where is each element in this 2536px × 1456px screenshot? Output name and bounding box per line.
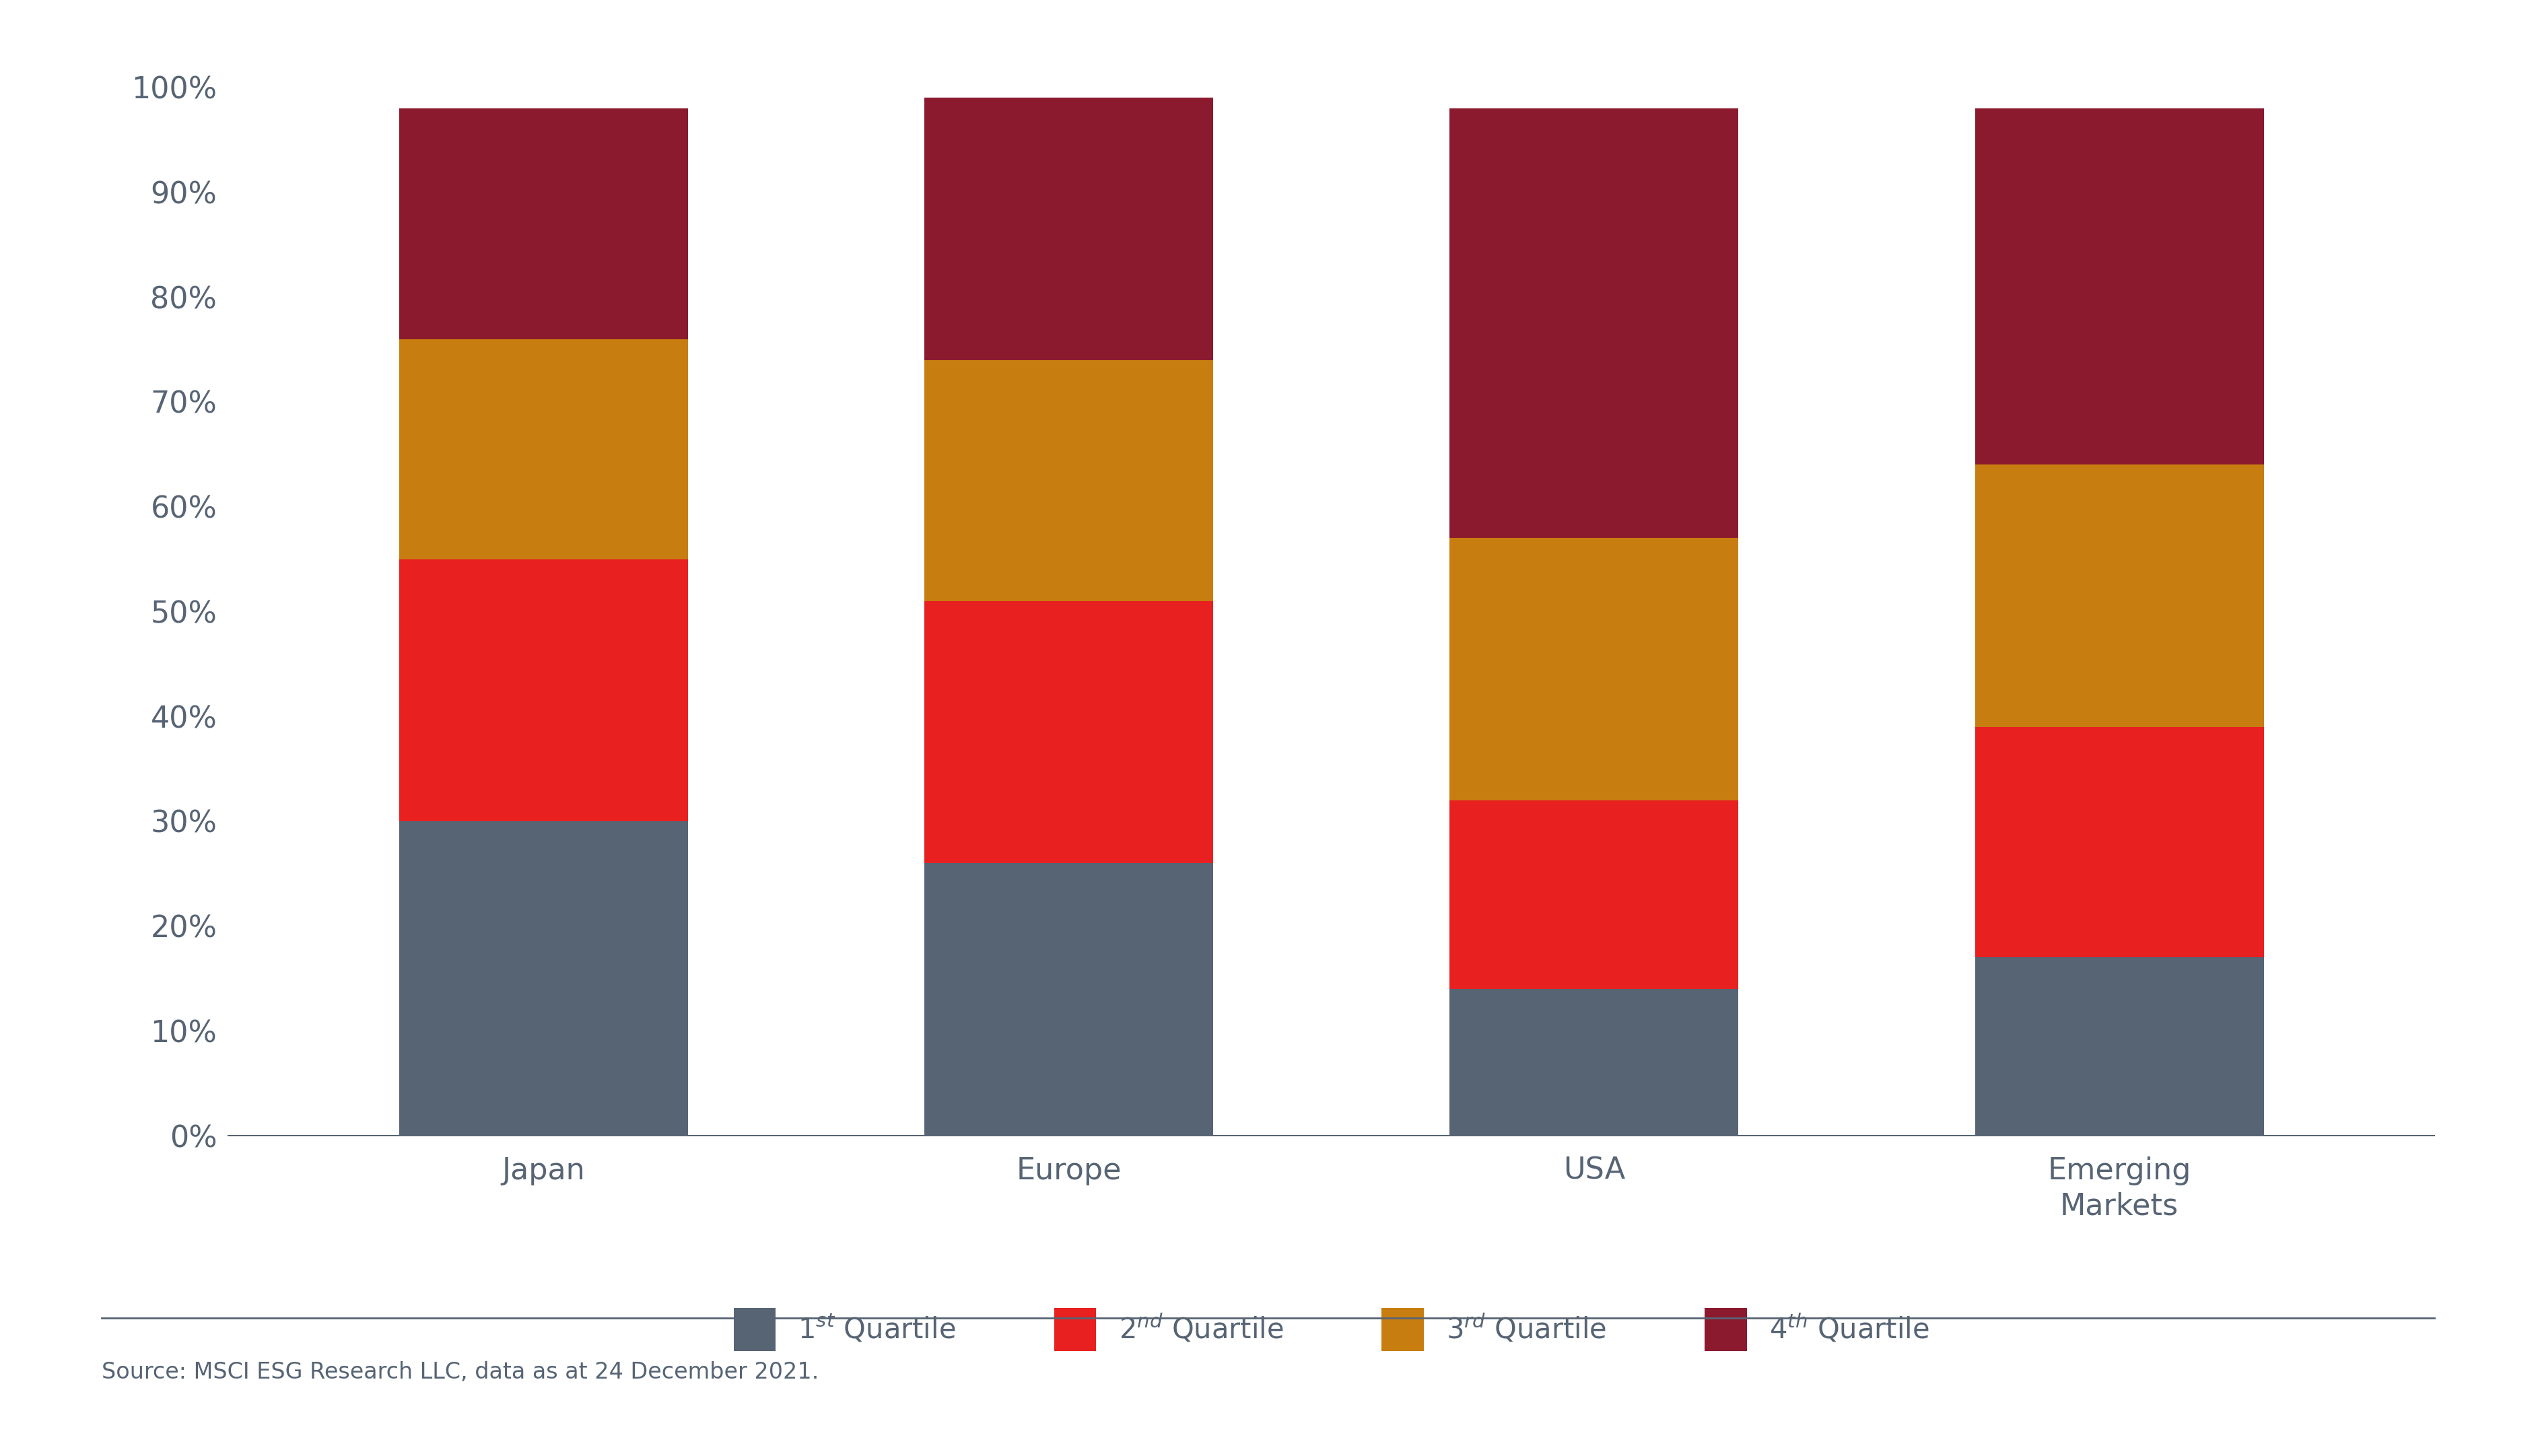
Legend: $1^{st}$ Quartile, $2^{nd}$ Quartile, $3^{rd}$ Quartile, $4^{th}$ Quartile: $1^{st}$ Quartile, $2^{nd}$ Quartile, $3… (723, 1296, 1940, 1363)
Bar (923, 601, 1212, 863)
Bar (1451, 108, 1740, 539)
Text: Source: MSCI ESG Research LLC, data as at 24 December 2021.: Source: MSCI ESG Research LLC, data as a… (101, 1361, 819, 1383)
Bar (1451, 801, 1740, 989)
Bar (398, 339, 687, 559)
Bar (398, 821, 687, 1136)
Bar (1976, 108, 2265, 464)
Bar (398, 108, 687, 339)
Bar (923, 98, 1212, 360)
Bar (1451, 539, 1740, 801)
Bar (1976, 958, 2265, 1136)
Bar (1451, 989, 1740, 1136)
Bar (923, 360, 1212, 601)
Bar (398, 559, 687, 821)
Bar (1976, 727, 2265, 958)
Bar (923, 863, 1212, 1136)
Bar (1976, 464, 2265, 727)
